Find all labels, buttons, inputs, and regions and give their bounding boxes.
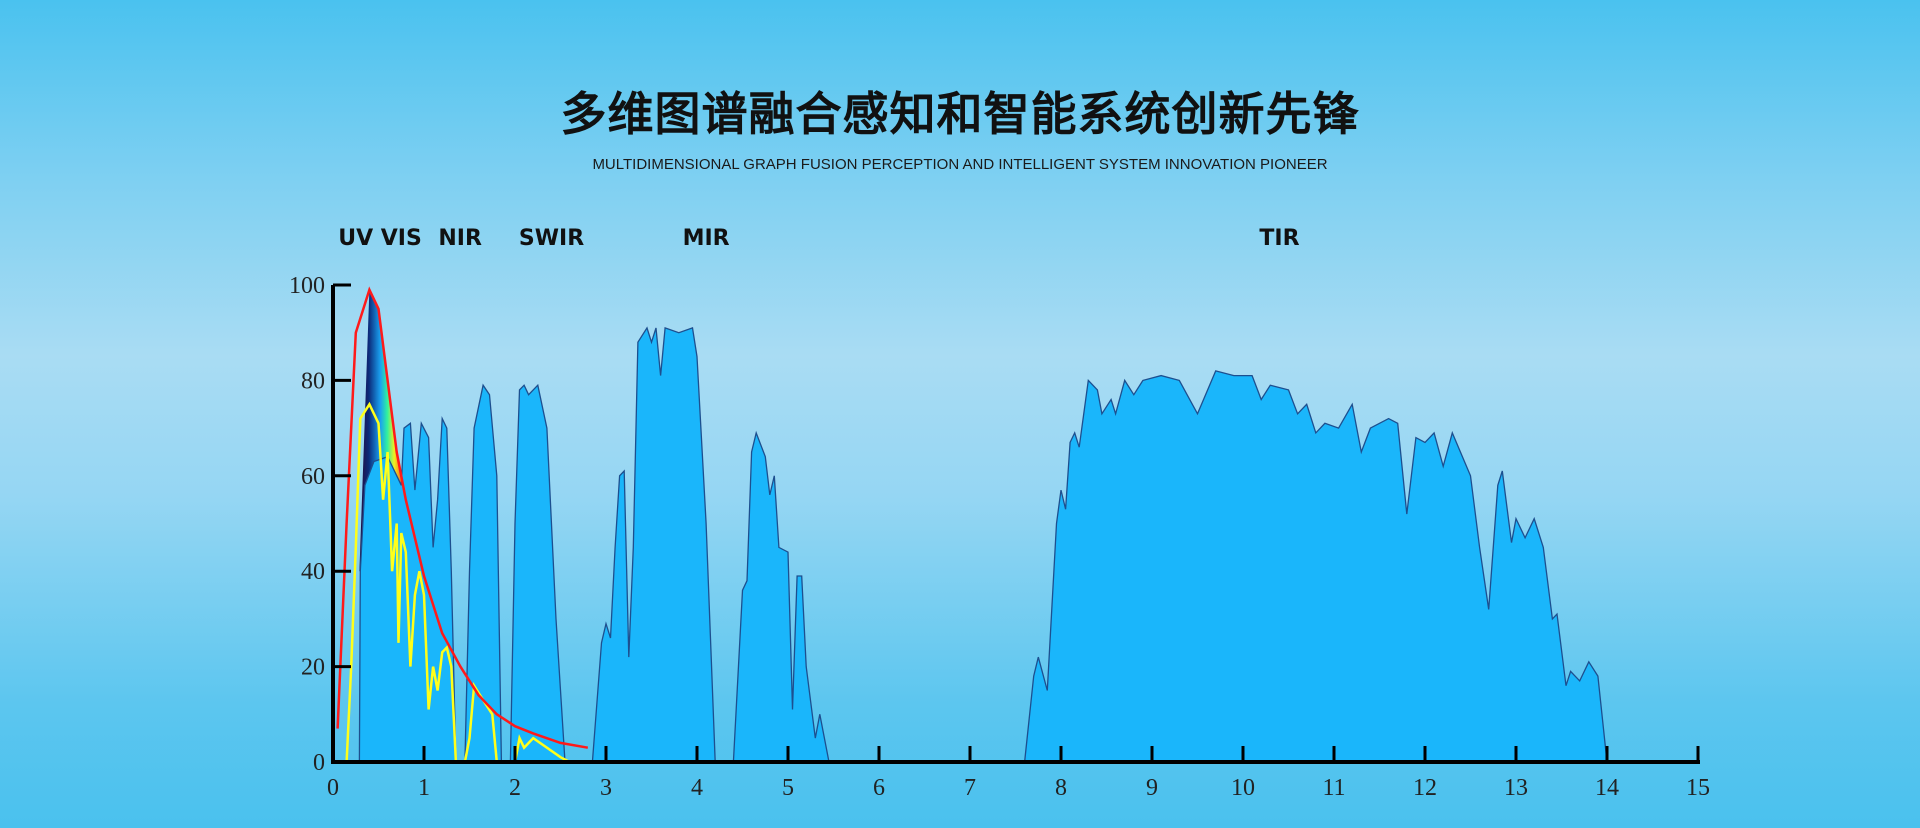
band-label-tir: TIR — [1259, 226, 1300, 251]
band-label-nir: NIR — [438, 226, 482, 251]
x-tick-label: 10 — [1231, 775, 1255, 801]
x-tick-label: 12 — [1413, 775, 1437, 801]
y-tick-label: 20 — [301, 655, 325, 681]
x-tick-label: 9 — [1146, 775, 1158, 801]
y-tick-label: 60 — [301, 464, 325, 490]
x-tick-label: 7 — [964, 775, 976, 801]
x-tick-label: 0 — [327, 775, 339, 801]
x-tick-label: 6 — [873, 775, 885, 801]
x-tick-label: 1 — [418, 775, 430, 801]
band-label-mir: MIR — [682, 226, 730, 251]
x-tick-label: 2 — [509, 775, 521, 801]
x-tick-label: 14 — [1595, 775, 1619, 801]
transmission-window-6 — [1023, 370, 1608, 763]
transmission-window-5 — [732, 430, 830, 763]
transmission-window-4 — [591, 326, 716, 763]
y-tick-label: 80 — [301, 368, 325, 394]
band-label-vis: VIS — [380, 226, 422, 251]
visible-spectrum-gradient — [359, 289, 406, 572]
transmission-window-2 — [464, 383, 503, 763]
x-tick-label: 11 — [1322, 775, 1345, 801]
transmission-window-3 — [509, 383, 566, 763]
page-subtitle: MULTIDIMENSIONAL GRAPH FUSION PERCEPTION… — [592, 156, 1328, 173]
band-label-swir: SWIR — [518, 226, 585, 251]
y-tick-label: 40 — [301, 559, 325, 585]
x-tick-label: 15 — [1686, 775, 1710, 801]
x-tick-label: 5 — [782, 775, 794, 801]
y-tick-label: 100 — [289, 273, 325, 299]
x-tick-label: 3 — [600, 775, 612, 801]
x-tick-label: 4 — [691, 775, 703, 801]
x-tick-label: 13 — [1504, 775, 1528, 801]
red-blackbody-curve — [336, 286, 589, 749]
y-tick-label: 0 — [313, 750, 325, 776]
page-title: 多维图谱融合感知和智能系统创新先锋 — [560, 87, 1360, 141]
x-tick-label: 8 — [1055, 775, 1067, 801]
band-label-uv: UV — [338, 226, 374, 251]
